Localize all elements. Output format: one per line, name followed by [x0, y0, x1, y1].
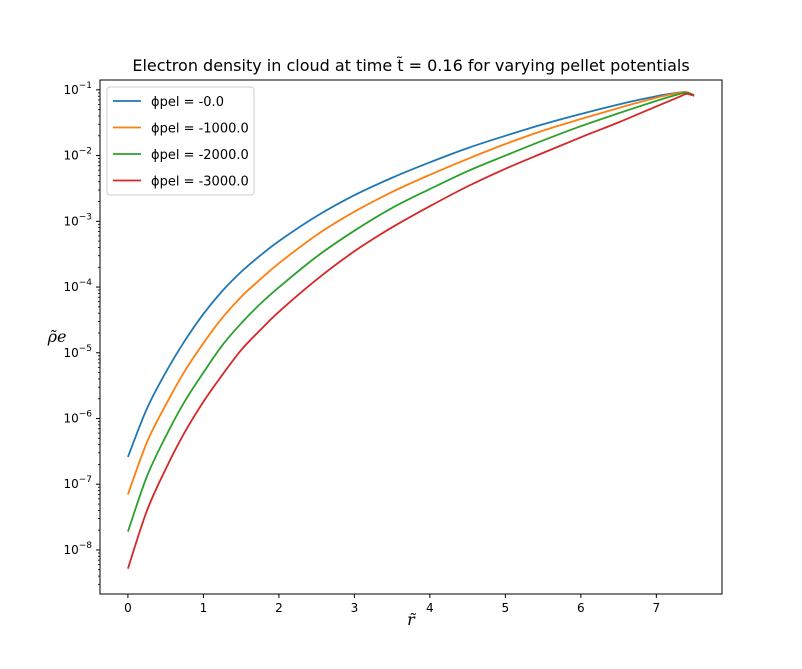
- x-tick-label: 7: [653, 601, 661, 615]
- series-line-0: [127, 91, 695, 458]
- legend-label: ϕpel = -1000.0: [151, 122, 249, 137]
- series-line-1: [127, 91, 695, 495]
- y-tick-label: 10−2: [63, 147, 92, 163]
- y-axis-label: ρ̃e: [47, 327, 67, 346]
- y-tick-label: 10−3: [63, 212, 92, 228]
- series-line-2: [127, 91, 695, 532]
- series-lines: [127, 91, 695, 569]
- x-tick-label: 2: [275, 601, 283, 615]
- y-axis: 10−8 10−7 10−6 10−5 10−4 10−3 10−2 10−1: [63, 81, 100, 585]
- y-tick-label: 10−1: [63, 81, 92, 97]
- x-axis: 0 1 2 3 4 5 6 7: [124, 594, 660, 615]
- y-tick-label: 10−5: [63, 344, 92, 360]
- series-line-3: [127, 92, 695, 569]
- x-tick-label: 3: [351, 601, 359, 615]
- y-tick-label: 10−7: [63, 475, 92, 491]
- y-tick-label: 10−8: [63, 541, 92, 557]
- x-tick-label: 5: [502, 601, 510, 615]
- legend-label: ϕpel = -2000.0: [151, 148, 249, 163]
- y-tick-label: 10−6: [63, 410, 92, 426]
- legend-label: ϕpel = -3000.0: [151, 175, 249, 190]
- legend-label: ϕpel = -0.0: [151, 95, 224, 110]
- y-tick-label: 10−4: [63, 278, 92, 294]
- x-axis-label: r̃: [407, 610, 416, 629]
- x-tick-label: 0: [124, 601, 132, 615]
- chart-title: Electron density in cloud at time t̃ = 0…: [132, 56, 689, 75]
- legend: ϕpel = -0.0 ϕpel = -1000.0 ϕpel = -2000.0 ϕ…: [106, 86, 255, 196]
- x-tick-label: 6: [577, 601, 585, 615]
- x-tick-label: 1: [200, 601, 208, 615]
- legend-box: [106, 86, 255, 196]
- x-tick-label: 4: [426, 601, 434, 615]
